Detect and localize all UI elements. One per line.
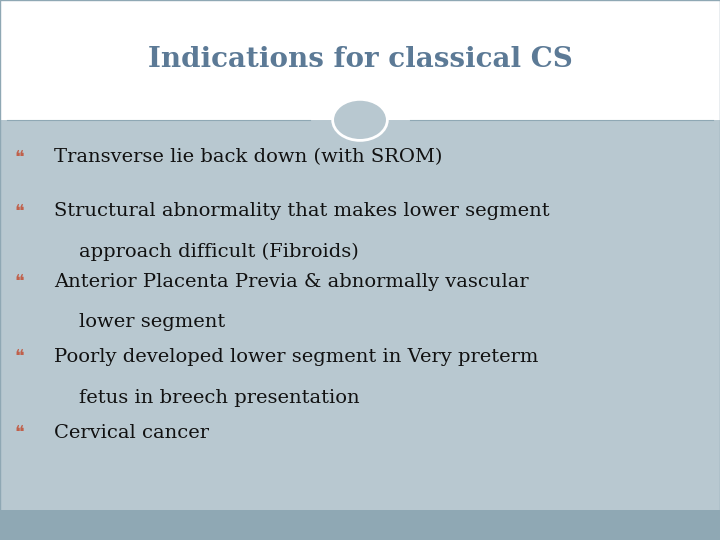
Text: Anterior Placenta Previa & abnormally vascular: Anterior Placenta Previa & abnormally va… <box>54 273 528 291</box>
Text: ❝: ❝ <box>14 348 24 366</box>
FancyBboxPatch shape <box>0 510 720 540</box>
Text: ❝: ❝ <box>14 273 24 291</box>
Text: Transverse lie back down (with SROM): Transverse lie back down (with SROM) <box>54 148 442 166</box>
Text: approach difficult (Fibroids): approach difficult (Fibroids) <box>54 243 359 261</box>
Text: Structural abnormality that makes lower segment: Structural abnormality that makes lower … <box>54 202 549 220</box>
Text: Indications for classical CS: Indications for classical CS <box>148 46 572 73</box>
Text: ❝: ❝ <box>14 148 24 166</box>
Text: lower segment: lower segment <box>54 313 225 331</box>
Text: Poorly developed lower segment in Very preterm: Poorly developed lower segment in Very p… <box>54 348 539 366</box>
FancyBboxPatch shape <box>0 120 720 510</box>
Text: Cervical cancer: Cervical cancer <box>54 424 209 442</box>
Text: ❝: ❝ <box>14 424 24 442</box>
Circle shape <box>333 99 387 140</box>
Text: fetus in breech presentation: fetus in breech presentation <box>54 389 359 407</box>
FancyBboxPatch shape <box>0 0 720 120</box>
Text: ❝: ❝ <box>14 202 24 220</box>
